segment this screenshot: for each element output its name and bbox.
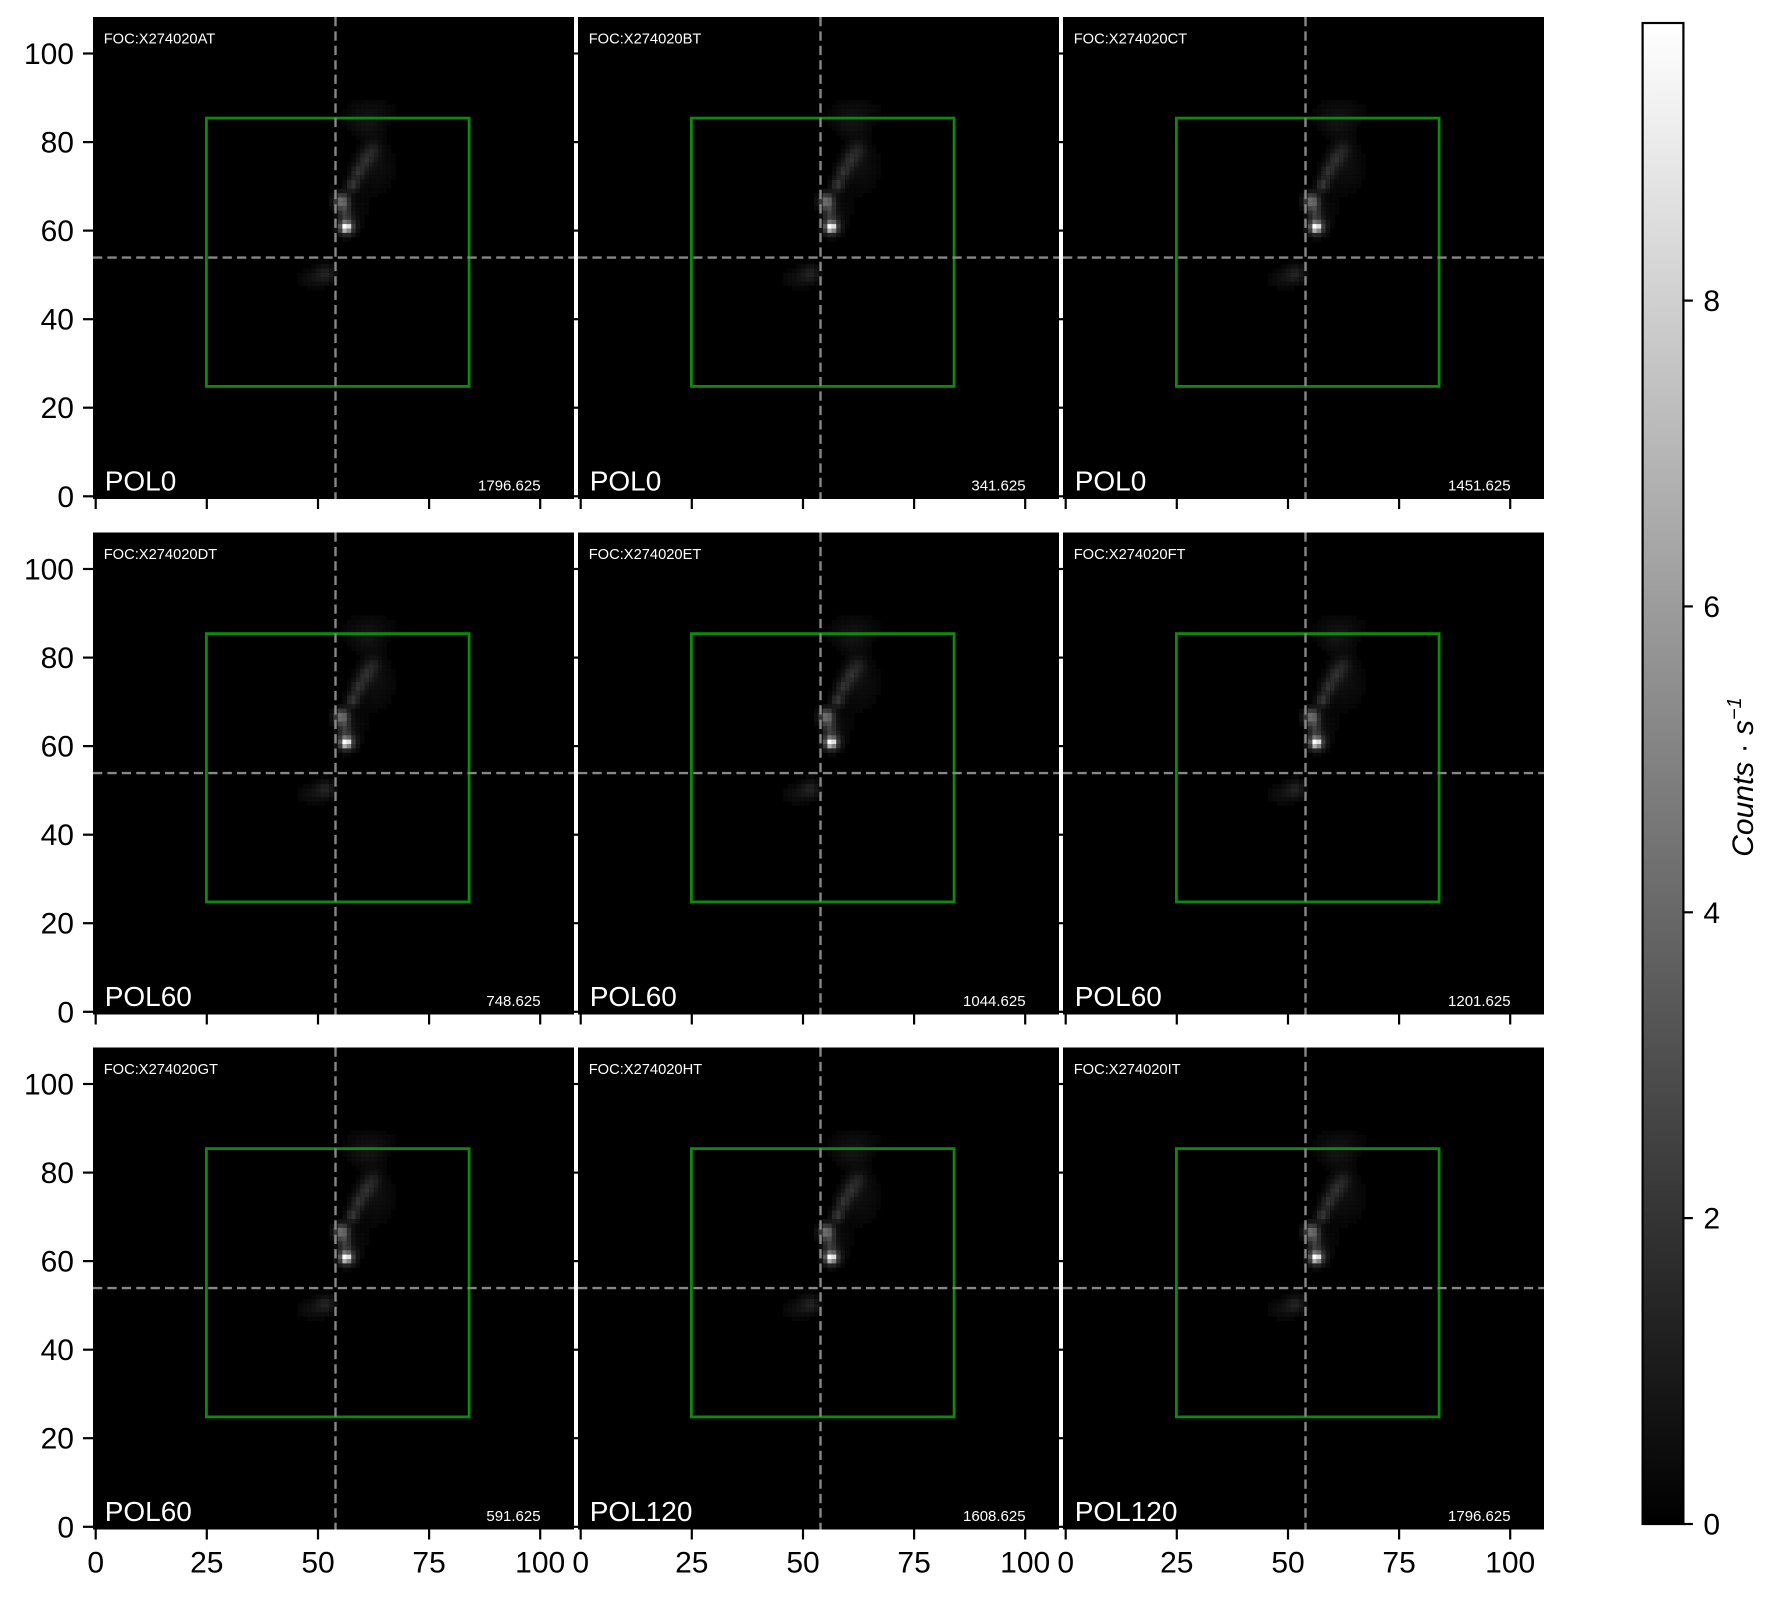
svg-text:20: 20 bbox=[41, 392, 74, 425]
svg-text:40: 40 bbox=[41, 1334, 74, 1367]
svg-text:100: 100 bbox=[24, 1069, 74, 1102]
svg-text:POL60: POL60 bbox=[590, 981, 677, 1012]
svg-text:POL120: POL120 bbox=[1075, 1496, 1178, 1527]
svg-text:25: 25 bbox=[190, 1547, 223, 1580]
svg-text:25: 25 bbox=[675, 1547, 708, 1580]
svg-text:50: 50 bbox=[1271, 1547, 1304, 1580]
svg-text:8: 8 bbox=[1703, 285, 1720, 318]
svg-text:100: 100 bbox=[1485, 1547, 1535, 1580]
svg-text:FOC:X274020AT: FOC:X274020AT bbox=[104, 32, 216, 48]
svg-text:20: 20 bbox=[41, 908, 74, 941]
svg-text:POL60: POL60 bbox=[1075, 981, 1162, 1012]
svg-text:75: 75 bbox=[897, 1547, 930, 1580]
svg-text:0: 0 bbox=[87, 1547, 104, 1580]
svg-text:748.625: 748.625 bbox=[486, 993, 540, 1010]
svg-text:Counts · s−1: Counts · s−1 bbox=[1724, 697, 1760, 857]
svg-text:591.625: 591.625 bbox=[486, 1508, 540, 1525]
svg-text:60: 60 bbox=[41, 731, 74, 764]
svg-text:FOC:X274020CT: FOC:X274020CT bbox=[1074, 32, 1187, 48]
svg-text:60: 60 bbox=[41, 1246, 74, 1279]
svg-text:1796.625: 1796.625 bbox=[478, 478, 541, 495]
svg-text:FOC:X274020DT: FOC:X274020DT bbox=[104, 547, 217, 563]
svg-text:100: 100 bbox=[1000, 1547, 1050, 1580]
svg-text:80: 80 bbox=[41, 642, 74, 675]
svg-text:FOC:X274020ET: FOC:X274020ET bbox=[589, 547, 702, 563]
svg-text:1796.625: 1796.625 bbox=[1448, 1508, 1511, 1525]
svg-text:POL120: POL120 bbox=[590, 1496, 693, 1527]
svg-text:1044.625: 1044.625 bbox=[963, 993, 1026, 1010]
svg-text:0: 0 bbox=[57, 1511, 74, 1544]
svg-text:0: 0 bbox=[1057, 1547, 1074, 1580]
svg-text:20: 20 bbox=[41, 1423, 74, 1456]
svg-text:100: 100 bbox=[515, 1547, 565, 1580]
svg-text:1608.625: 1608.625 bbox=[963, 1508, 1026, 1525]
svg-text:FOC:X274020FT: FOC:X274020FT bbox=[1074, 547, 1186, 563]
svg-text:0: 0 bbox=[57, 996, 74, 1029]
svg-text:POL60: POL60 bbox=[105, 981, 192, 1012]
svg-text:40: 40 bbox=[41, 304, 74, 337]
svg-text:75: 75 bbox=[412, 1547, 445, 1580]
svg-text:50: 50 bbox=[301, 1547, 334, 1580]
svg-text:1451.625: 1451.625 bbox=[1448, 478, 1511, 495]
svg-text:40: 40 bbox=[41, 819, 74, 852]
svg-text:341.625: 341.625 bbox=[971, 478, 1025, 495]
svg-text:1201.625: 1201.625 bbox=[1448, 993, 1511, 1010]
svg-text:FOC:X274020BT: FOC:X274020BT bbox=[589, 32, 702, 48]
svg-text:POL0: POL0 bbox=[1075, 465, 1147, 496]
svg-text:POL60: POL60 bbox=[105, 1496, 192, 1527]
svg-text:50: 50 bbox=[786, 1547, 819, 1580]
svg-text:2: 2 bbox=[1703, 1203, 1720, 1236]
svg-text:FOC:X274020HT: FOC:X274020HT bbox=[589, 1062, 702, 1078]
svg-text:100: 100 bbox=[24, 38, 74, 71]
svg-text:100: 100 bbox=[24, 554, 74, 587]
svg-text:POL0: POL0 bbox=[105, 465, 177, 496]
svg-text:0: 0 bbox=[1703, 1509, 1720, 1542]
svg-text:80: 80 bbox=[41, 1157, 74, 1190]
svg-text:POL0: POL0 bbox=[590, 465, 662, 496]
svg-text:25: 25 bbox=[1160, 1547, 1193, 1580]
svg-text:80: 80 bbox=[41, 127, 74, 160]
svg-text:FOC:X274020IT: FOC:X274020IT bbox=[1074, 1062, 1181, 1078]
svg-text:4: 4 bbox=[1703, 897, 1720, 930]
svg-text:0: 0 bbox=[572, 1547, 589, 1580]
svg-text:0: 0 bbox=[57, 481, 74, 514]
svg-text:75: 75 bbox=[1382, 1547, 1415, 1580]
svg-text:6: 6 bbox=[1703, 591, 1720, 624]
svg-text:60: 60 bbox=[41, 215, 74, 248]
svg-text:FOC:X274020GT: FOC:X274020GT bbox=[104, 1062, 218, 1078]
